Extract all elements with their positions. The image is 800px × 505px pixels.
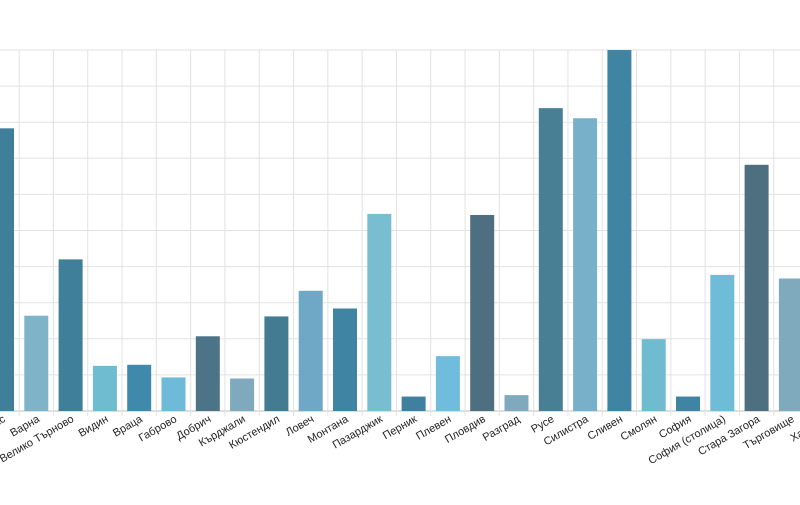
bar[interactable] (778, 278, 800, 411)
bar[interactable] (58, 259, 83, 411)
bars (0, 50, 800, 411)
bar[interactable] (333, 308, 357, 411)
grid (0, 49, 800, 416)
bar[interactable] (230, 378, 255, 411)
x-tick-label: Сливен (586, 413, 625, 443)
bar[interactable] (264, 316, 289, 411)
bar[interactable] (470, 214, 495, 411)
bar[interactable] (538, 108, 563, 411)
bar[interactable] (744, 164, 769, 411)
bar[interactable] (641, 339, 666, 411)
bar[interactable] (195, 336, 220, 411)
x-tick-label: Разград (481, 413, 523, 444)
bar[interactable] (92, 365, 117, 411)
x-tick-label: Бургас (0, 413, 8, 441)
bar[interactable] (24, 315, 49, 411)
bar[interactable] (607, 50, 632, 411)
bar[interactable] (0, 128, 14, 411)
bar[interactable] (710, 274, 735, 411)
bar[interactable] (161, 377, 186, 411)
x-tick-label: Смолян (619, 413, 660, 443)
bar[interactable] (676, 396, 700, 411)
bar[interactable] (127, 364, 152, 411)
x-tick-label: Видин (77, 413, 111, 439)
bar[interactable] (435, 356, 460, 411)
bar[interactable] (573, 118, 598, 411)
bar[interactable] (504, 395, 529, 411)
x-tick-label: Перник (381, 413, 419, 442)
bar[interactable] (367, 213, 392, 411)
x-tick-label: Габрово (137, 413, 179, 444)
bar[interactable] (401, 396, 426, 411)
bar[interactable] (298, 290, 323, 411)
